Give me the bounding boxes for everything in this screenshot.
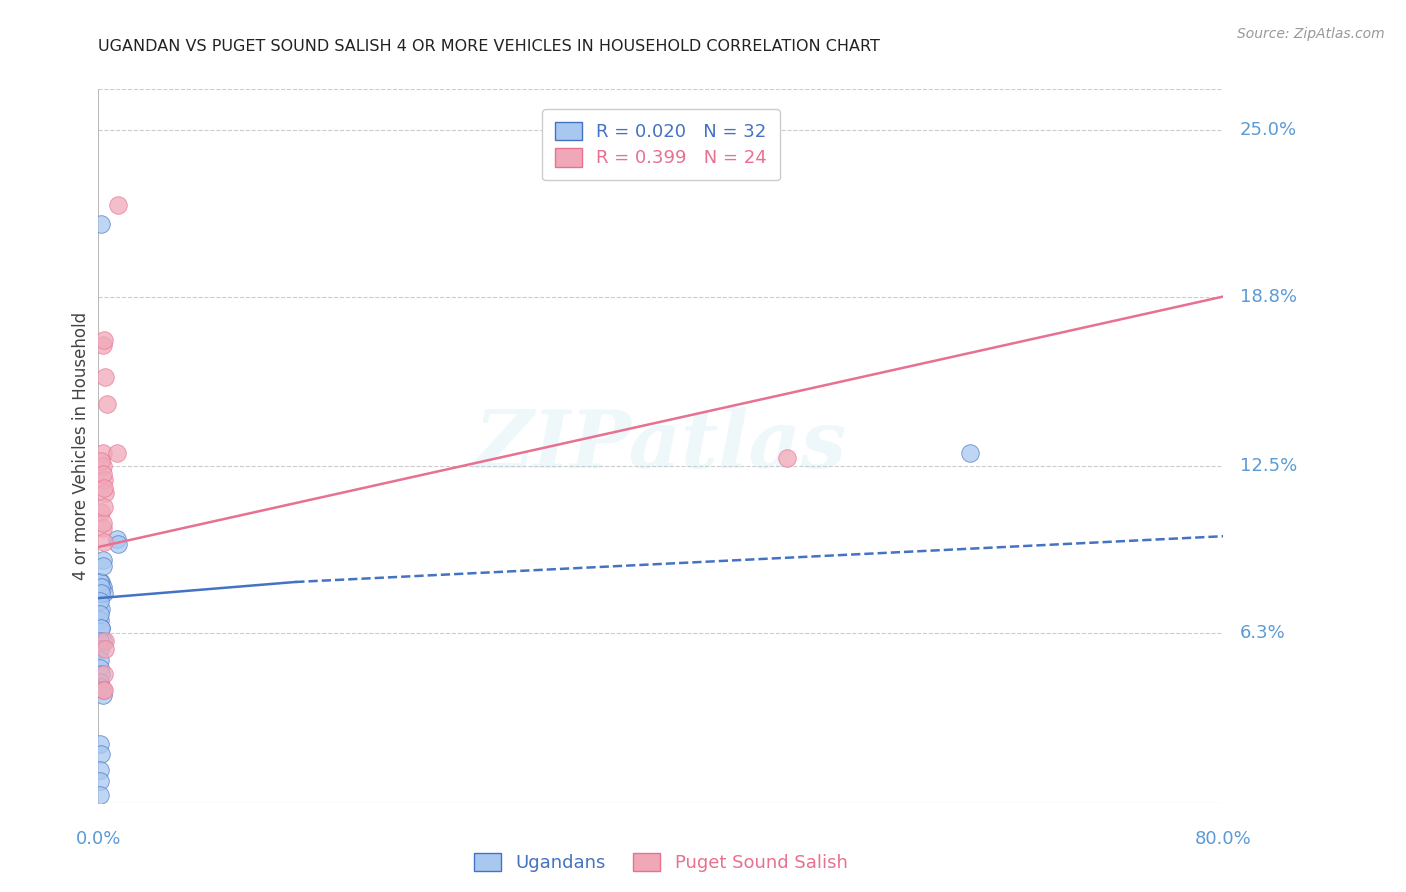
- Point: [89, 764, 111, 778]
- Point: [89, 594, 111, 608]
- Point: [89, 674, 111, 689]
- Point: [94, 634, 117, 648]
- Y-axis label: 4 or more Vehicles in Household: 4 or more Vehicles in Household: [72, 312, 90, 580]
- Text: 18.8%: 18.8%: [1240, 287, 1298, 306]
- Point: [90, 747, 112, 762]
- Point: [90, 580, 112, 594]
- Point: [91, 688, 114, 702]
- Text: UGANDAN VS PUGET SOUND SALISH 4 OR MORE VEHICLES IN HOUSEHOLD CORRELATION CHART: UGANDAN VS PUGET SOUND SALISH 4 OR MORE …: [98, 38, 880, 54]
- Point: [89, 634, 111, 648]
- Point: [959, 446, 981, 460]
- Point: [90, 666, 112, 681]
- Point: [91, 521, 114, 535]
- Legend: Ugandans, Puget Sound Salish: Ugandans, Puget Sound Salish: [467, 846, 855, 880]
- Text: 12.5%: 12.5%: [1240, 458, 1298, 475]
- Point: [105, 532, 128, 546]
- Point: [107, 537, 129, 551]
- Point: [776, 451, 799, 466]
- Text: 25.0%: 25.0%: [1240, 120, 1298, 138]
- Point: [94, 370, 117, 384]
- Text: Source: ZipAtlas.com: Source: ZipAtlas.com: [1237, 27, 1385, 41]
- Point: [91, 459, 114, 474]
- Point: [107, 198, 129, 212]
- Point: [89, 613, 111, 627]
- Point: [93, 500, 115, 514]
- Point: [89, 737, 111, 751]
- Point: [91, 516, 114, 530]
- Point: [89, 642, 111, 657]
- Point: [94, 486, 117, 500]
- Point: [91, 553, 114, 567]
- Point: [90, 680, 112, 694]
- Point: [93, 333, 115, 347]
- Point: [90, 217, 112, 231]
- Point: [93, 586, 115, 600]
- Point: [91, 338, 114, 352]
- Point: [89, 774, 111, 789]
- Point: [90, 602, 112, 616]
- Point: [93, 473, 115, 487]
- Text: 0.0%: 0.0%: [76, 830, 121, 847]
- Point: [93, 666, 115, 681]
- Point: [91, 446, 114, 460]
- Point: [90, 505, 112, 519]
- Point: [91, 467, 114, 482]
- Point: [90, 621, 112, 635]
- Point: [89, 607, 111, 622]
- Point: [96, 397, 118, 411]
- Text: 6.3%: 6.3%: [1240, 624, 1286, 642]
- Point: [90, 621, 112, 635]
- Point: [105, 446, 128, 460]
- Point: [93, 534, 115, 549]
- Point: [89, 653, 111, 667]
- Point: [89, 574, 111, 589]
- Text: 80.0%: 80.0%: [1195, 830, 1251, 847]
- Point: [91, 682, 114, 697]
- Point: [89, 661, 111, 675]
- Point: [91, 634, 114, 648]
- Point: [89, 788, 111, 802]
- Point: [94, 642, 117, 657]
- Text: ZIPatlas: ZIPatlas: [475, 408, 846, 484]
- Point: [91, 580, 114, 594]
- Point: [93, 481, 115, 495]
- Point: [90, 574, 112, 589]
- Point: [93, 682, 115, 697]
- Point: [91, 558, 114, 573]
- Point: [90, 586, 112, 600]
- Point: [90, 454, 112, 468]
